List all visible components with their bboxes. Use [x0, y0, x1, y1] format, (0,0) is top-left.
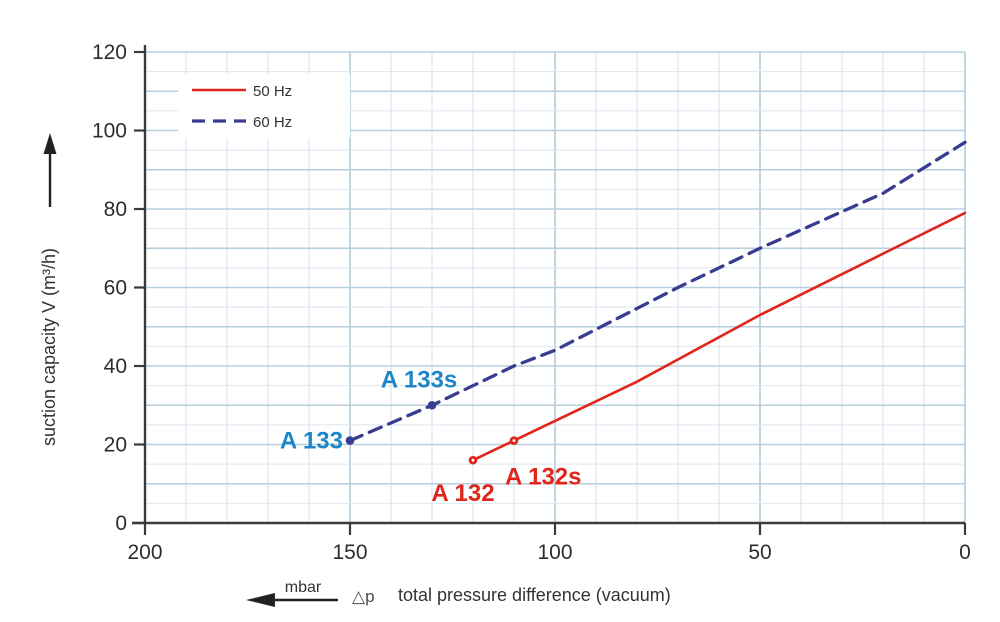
legend: 50 Hz 60 Hz: [178, 74, 350, 138]
annotation-a-132: A 132: [431, 480, 494, 507]
data-point-marker: [427, 400, 437, 410]
delta-p-symbol: △p: [352, 587, 375, 606]
y-axis-title-group: suction capacity V (m³/h): [39, 133, 59, 446]
data-point-marker-center: [471, 458, 475, 462]
x-tick-label: 0: [959, 541, 971, 564]
data-point-markers: [345, 400, 519, 465]
legend-box: [178, 74, 350, 138]
y-axis-title: suction capacity V (m³/h): [39, 248, 59, 446]
curves: [348, 140, 967, 462]
x-tick-label: 200: [127, 541, 162, 564]
tick-labels: 0 20 40 60 80 100 120 200 150 100 50 0: [92, 41, 971, 564]
curve-60-hz: [348, 140, 967, 443]
data-point-marker-center: [512, 439, 516, 442]
data-point-marker: [345, 436, 355, 445]
x-axis-title: total pressure difference (vacuum): [398, 585, 671, 605]
y-tick-label: 40: [104, 355, 127, 378]
legend-label-50hz: 50 Hz: [253, 83, 292, 100]
annotation-a-133s: A 133s: [381, 366, 458, 393]
x-tick-label: 150: [332, 541, 367, 564]
axes: [132, 45, 967, 535]
x-axis-unit-label: mbar: [285, 579, 322, 596]
x-tick-label: 100: [537, 541, 572, 564]
left-arrow-icon: [246, 593, 275, 607]
annotation-a-132s: A 132s: [505, 464, 582, 491]
y-tick-label: 80: [104, 198, 127, 221]
y-tick-label: 20: [104, 434, 127, 457]
up-arrow-icon: [43, 133, 57, 154]
y-tick-label: 100: [92, 120, 127, 143]
y-tick-label: 0: [115, 512, 127, 535]
x-tick-label: 50: [748, 541, 771, 564]
x-axis-title-group: mbar △p total pressure difference (vacuu…: [246, 579, 671, 607]
series-annotations: A 133 A 133s A 132 A 132s: [280, 366, 582, 507]
y-tick-label: 120: [92, 41, 127, 64]
legend-label-60hz: 60 Hz: [253, 114, 292, 131]
y-tick-label: 60: [104, 277, 127, 300]
annotation-a-133: A 133: [280, 428, 343, 455]
